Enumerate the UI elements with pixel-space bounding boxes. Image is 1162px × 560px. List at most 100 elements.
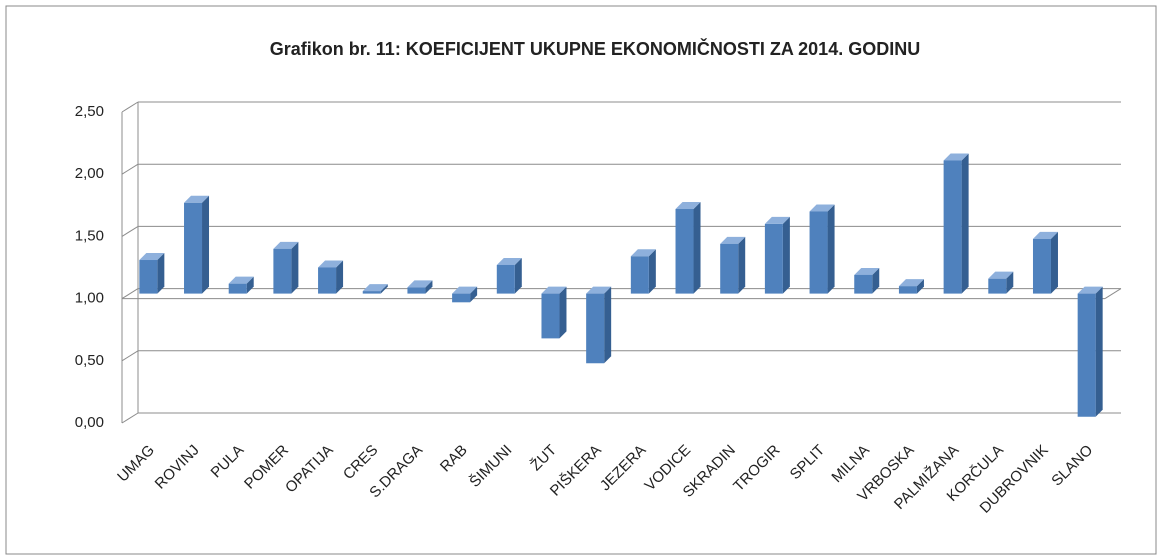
bar (898, 286, 917, 294)
bar-top (496, 257, 522, 265)
bar-top (273, 241, 299, 249)
bar-top (943, 153, 969, 161)
bar-group (943, 153, 969, 294)
bar-top (988, 271, 1014, 279)
grid-line-side (121, 101, 139, 113)
bar-side (380, 284, 388, 294)
bar-group (809, 204, 835, 294)
x-axis-floor-right (1104, 288, 1122, 300)
bar-group (407, 280, 433, 294)
bar (720, 243, 739, 294)
bar-top (809, 204, 835, 212)
y-tick-label: 1,00 (75, 290, 104, 307)
bar-group (362, 284, 388, 294)
bar-top (586, 286, 612, 294)
bar-top (854, 267, 880, 275)
bar-side (738, 236, 746, 294)
bar (854, 274, 873, 294)
bar-top (720, 236, 746, 244)
bar (318, 267, 337, 294)
bar-top (139, 253, 165, 261)
y-tick-label: 2,00 (75, 165, 104, 182)
bar (362, 291, 381, 294)
bar-top (228, 276, 254, 284)
bar-side (916, 279, 924, 294)
bar (809, 211, 828, 294)
bar (184, 202, 203, 294)
bar-top (452, 286, 478, 294)
bar-group (675, 202, 701, 294)
grid-line-side (121, 412, 139, 424)
bar-group (1032, 231, 1058, 294)
bar-group (586, 286, 612, 364)
bar-side (693, 202, 701, 294)
bar-side (291, 241, 299, 294)
bar (943, 160, 962, 294)
bar-group (496, 257, 522, 294)
bar (586, 293, 605, 364)
bar-side (1095, 286, 1103, 417)
grid-line-side (121, 163, 139, 175)
bar (273, 248, 292, 294)
bar-top (318, 260, 344, 268)
y-tick-label: 0,00 (75, 414, 104, 431)
bar (496, 264, 515, 294)
bar-group (541, 286, 567, 339)
bar-side (470, 286, 478, 303)
bar-top (630, 249, 656, 257)
bar-group (318, 260, 344, 294)
bar-top (1077, 286, 1103, 294)
bar-side (157, 253, 165, 294)
bar-top (407, 280, 433, 288)
bar-side (1050, 231, 1058, 294)
bar-side (604, 286, 612, 364)
grid-line-side (121, 225, 139, 237)
bar-group (988, 271, 1014, 294)
bar (988, 278, 1007, 294)
bar (541, 293, 560, 339)
bar-group (720, 236, 746, 294)
bar-side (961, 153, 969, 294)
bar-side (1006, 271, 1014, 294)
bar-side (202, 195, 210, 294)
bar-side (872, 267, 880, 294)
bar (452, 293, 471, 303)
bar-side (827, 204, 835, 294)
y-tick-label: 1,50 (75, 227, 104, 244)
bar-group (898, 279, 924, 294)
y-tick-label: 2,50 (75, 103, 104, 120)
bar-top (764, 216, 790, 224)
y-tick-label: 0,50 (75, 352, 104, 369)
bar (407, 287, 426, 294)
bar-group (228, 276, 254, 294)
bar (1077, 293, 1096, 417)
bar-top (675, 202, 701, 210)
bar (764, 223, 783, 294)
bar-side (782, 216, 790, 294)
bar (1032, 238, 1051, 294)
bar-side (648, 249, 656, 294)
grid-line-side (121, 350, 139, 362)
bar-group (452, 286, 478, 303)
bar-top (1032, 231, 1058, 239)
bar (228, 283, 247, 294)
bar-side (425, 280, 433, 294)
bar-top (184, 195, 210, 203)
bar (139, 260, 158, 294)
bar-group (630, 249, 656, 294)
bar-group (1077, 286, 1103, 417)
bar-side (514, 257, 522, 294)
bar-group (764, 216, 790, 294)
bar-side (559, 286, 567, 339)
bar-side (336, 260, 344, 294)
grid-line-side (121, 288, 139, 300)
bar-group (139, 253, 165, 294)
bar-top (898, 279, 924, 287)
bar-group (854, 267, 880, 294)
bar (675, 209, 694, 294)
bar (630, 256, 649, 294)
bar-side (246, 276, 254, 294)
bar-group (273, 241, 299, 294)
bar-top (362, 284, 388, 292)
